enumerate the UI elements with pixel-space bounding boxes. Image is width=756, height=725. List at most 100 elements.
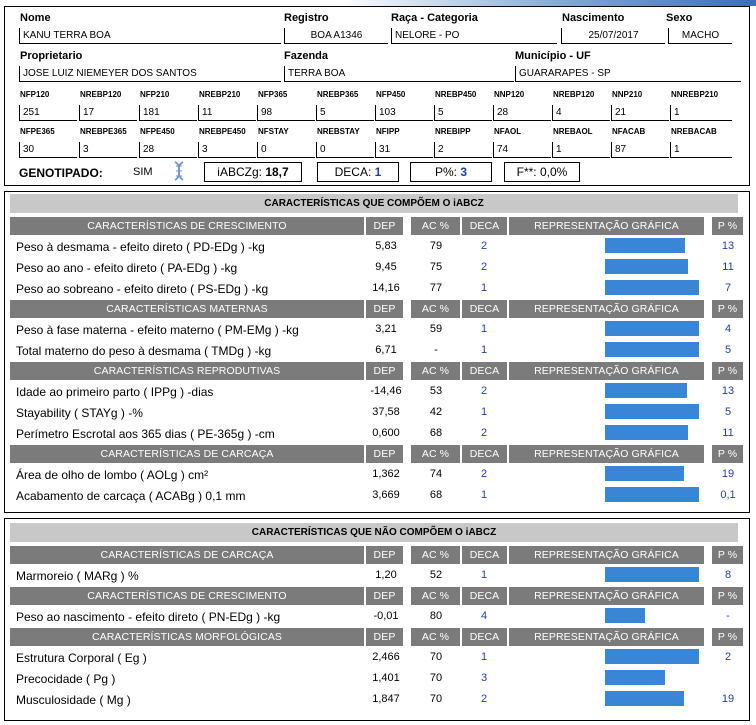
stat-value: 11 — [198, 105, 256, 121]
deca-value: 1 — [374, 165, 382, 179]
trait-ac: 77 — [429, 282, 443, 294]
column-header-deca: DECA — [462, 217, 507, 235]
trait-name: Stayability ( STAYg ) -% — [16, 406, 143, 420]
trait-bar — [605, 466, 684, 481]
trait-dep: -14,46 — [370, 385, 402, 397]
f-box: F**: 0,0% — [504, 162, 580, 182]
trait-name: Peso à fase materna - efeito materno ( P… — [16, 323, 299, 337]
column-header-dep: DEP — [366, 445, 403, 463]
trait-ac: 70 — [429, 693, 443, 705]
section-compoem-panel — [4, 191, 750, 513]
iabczg-box: iABCZg: 18,7 — [204, 162, 302, 182]
trait-bar — [605, 342, 699, 357]
trait-deca: 1 — [480, 489, 488, 501]
stat-value: 28 — [493, 105, 551, 121]
trait-bar — [605, 608, 645, 623]
stat-value: 251 — [19, 105, 77, 121]
column-header-ac: AC % — [411, 628, 460, 646]
trait-name: Precocidade ( Pg ) — [16, 672, 116, 686]
trait-deca: 1 — [480, 406, 488, 418]
dna-icon — [174, 161, 184, 181]
nascimento-label: Nascimento — [562, 12, 625, 24]
trait-p: 11 — [722, 427, 734, 439]
stat-value: 103 — [375, 105, 433, 121]
trait-p: 4 — [724, 323, 732, 335]
column-header-grafica: REPRESENTAÇÃO GRÁFICA — [509, 587, 704, 605]
trait-p: 5 — [724, 344, 732, 356]
stat-value: 1 — [552, 142, 610, 158]
column-header-p: P % — [712, 217, 743, 235]
p-box: P%: 3 — [410, 162, 492, 182]
stat-label: NREBP120 — [80, 90, 122, 99]
f-value: 0,0% — [540, 165, 568, 179]
column-header-grafica: REPRESENTAÇÃO GRÁFICA — [509, 445, 704, 463]
column-header-p: P % — [712, 445, 743, 463]
trait-name: Total materno do peso à desmama ( TMDg )… — [16, 344, 272, 358]
trait-bar — [605, 259, 688, 274]
genotipado-label: GENOTIPADO: — [19, 166, 103, 180]
trait-name: Acabamento de carcaça ( ACABg ) 0,1 mm — [16, 489, 246, 503]
trait-bar — [605, 383, 687, 398]
trait-deca: 1 — [480, 569, 488, 581]
stat-label: NREBPE450 — [199, 127, 246, 136]
column-header-grafica: REPRESENTAÇÃO GRÁFICA — [509, 628, 704, 646]
trait-dep: 5,83 — [375, 240, 397, 252]
proprietario-label: Proprietario — [20, 50, 83, 62]
column-header-deca: DECA — [462, 628, 507, 646]
stat-value: 30 — [19, 142, 77, 158]
stat-value: 3 — [79, 142, 137, 158]
animal-identification-box: Nome KANU TERRA BOA Registro BOA A1346 R… — [4, 6, 750, 186]
stat-value: 0 — [257, 142, 315, 158]
stat-value: 181 — [139, 105, 197, 121]
trait-dep: 1,362 — [372, 468, 400, 480]
trait-dep: 2,466 — [372, 651, 400, 663]
stat-label: NREBAOL — [553, 127, 593, 136]
trait-p: 19 — [721, 468, 735, 480]
trait-dep: 1,401 — [372, 672, 400, 684]
column-header-dep: DEP — [366, 362, 403, 380]
trait-dep: 9,45 — [375, 261, 397, 273]
trait-deca: 2 — [480, 385, 488, 397]
stat-value: 5 — [316, 105, 374, 121]
stat-value: 3 — [198, 142, 256, 158]
stat-value: 74 — [493, 142, 551, 158]
column-header-deca: DECA — [462, 362, 507, 380]
deca-label: DECA: — [334, 165, 372, 179]
trait-name: Musculosidade ( Mg ) — [16, 693, 131, 707]
column-header-grafica: REPRESENTAÇÃO GRÁFICA — [509, 217, 704, 235]
trait-dep: 1,847 — [372, 693, 400, 705]
group-header: CARACTERÍSTICAS MATERNAS — [10, 300, 364, 318]
trait-ac: 68 — [429, 489, 443, 501]
group-header: CARACTERÍSTICAS DE CRESCIMENTO — [10, 587, 364, 605]
stat-label: NFIPP — [376, 127, 400, 136]
trait-name: Peso ao ano - efeito direto ( PA-EDg ) -… — [16, 261, 238, 275]
stat-label: NNP120 — [494, 90, 525, 99]
stat-label: NFACAB — [612, 127, 646, 136]
trait-dep: 1,20 — [375, 569, 397, 581]
nascimento-value: 25/07/2017 — [561, 28, 665, 44]
column-header-deca: DECA — [462, 587, 507, 605]
trait-ac: 59 — [429, 323, 443, 335]
registro-label: Registro — [284, 12, 329, 24]
stat-value: 1 — [670, 105, 732, 121]
municipio-value: GUARARAPES - SP — [515, 66, 741, 82]
column-header-deca: DECA — [462, 445, 507, 463]
proprietario-value: JOSE LUIZ NIEMEYER DOS SANTOS — [19, 66, 281, 82]
stat-label: NFP210 — [140, 90, 170, 99]
group-header: CARACTERÍSTICAS DE CARCAÇA — [10, 546, 364, 564]
stat-label: NFSTAY — [258, 127, 289, 136]
trait-bar — [605, 487, 699, 502]
sexo-value: MACHO — [668, 28, 732, 44]
trait-deca: 1 — [480, 323, 488, 335]
trait-bar — [605, 404, 699, 419]
column-header-ac: AC % — [411, 587, 460, 605]
genotipado-value: SIM — [133, 166, 153, 178]
trait-deca: 1 — [480, 344, 488, 356]
stat-label: NFPE365 — [20, 127, 55, 136]
raca-value: NELORE - PO — [391, 28, 557, 44]
trait-dep: 0,600 — [372, 427, 400, 439]
stat-value: 21 — [611, 105, 669, 121]
column-header-grafica: REPRESENTAÇÃO GRÁFICA — [509, 362, 704, 380]
trait-name: Peso ao nascimento - efeito direto ( PN-… — [16, 610, 281, 624]
trait-deca: 3 — [480, 672, 488, 684]
